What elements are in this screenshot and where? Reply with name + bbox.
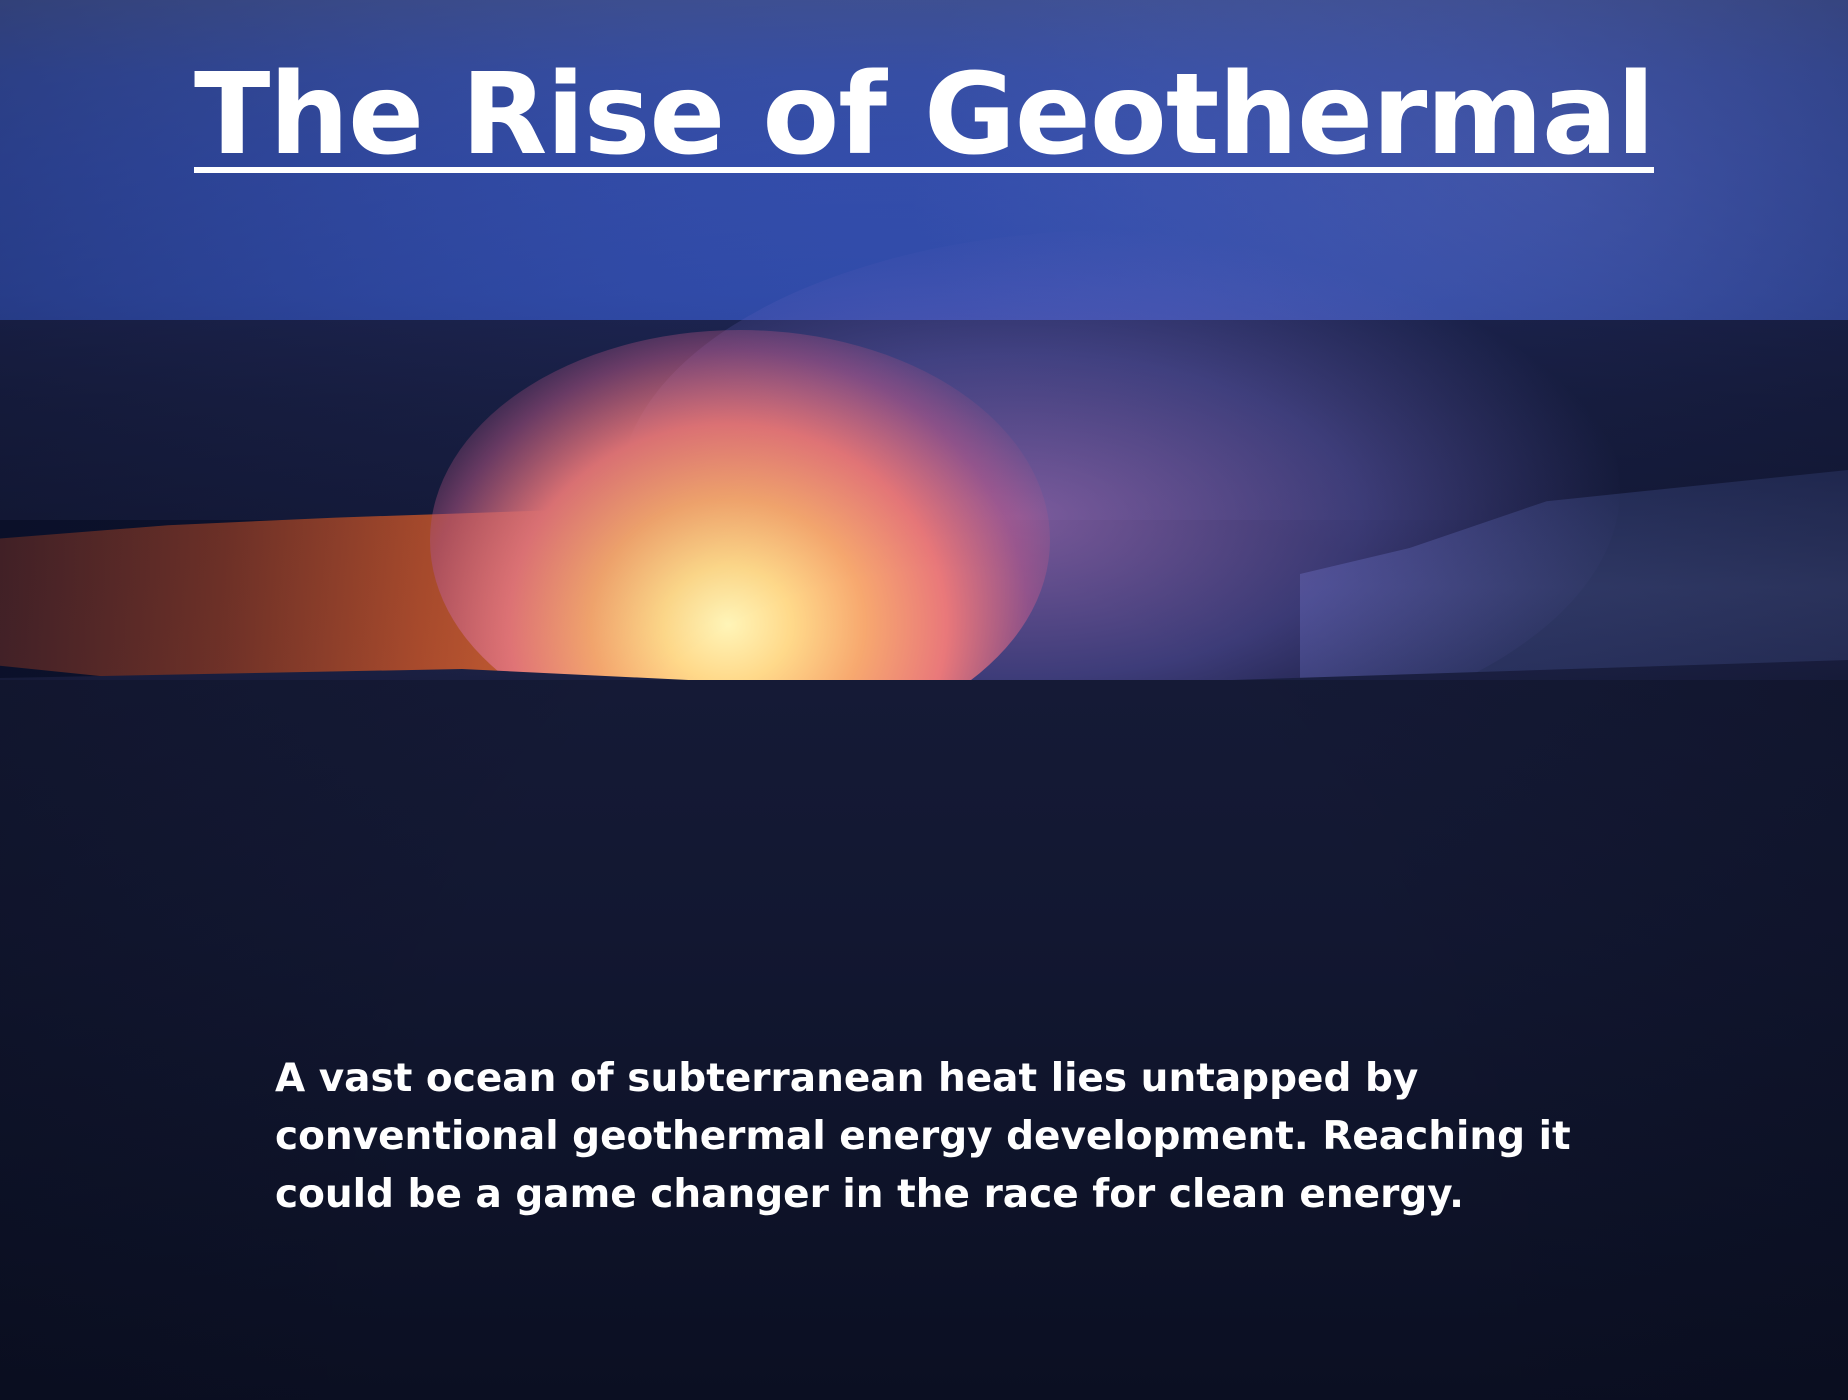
page-title: The Rise of Geothermal	[0, 48, 1848, 182]
intro-paragraph: A vast ocean of subterranean heat lies u…	[275, 1056, 1571, 1217]
page-title-text: The Rise of Geothermal	[194, 50, 1655, 180]
foreground-ground	[0, 680, 1848, 1400]
